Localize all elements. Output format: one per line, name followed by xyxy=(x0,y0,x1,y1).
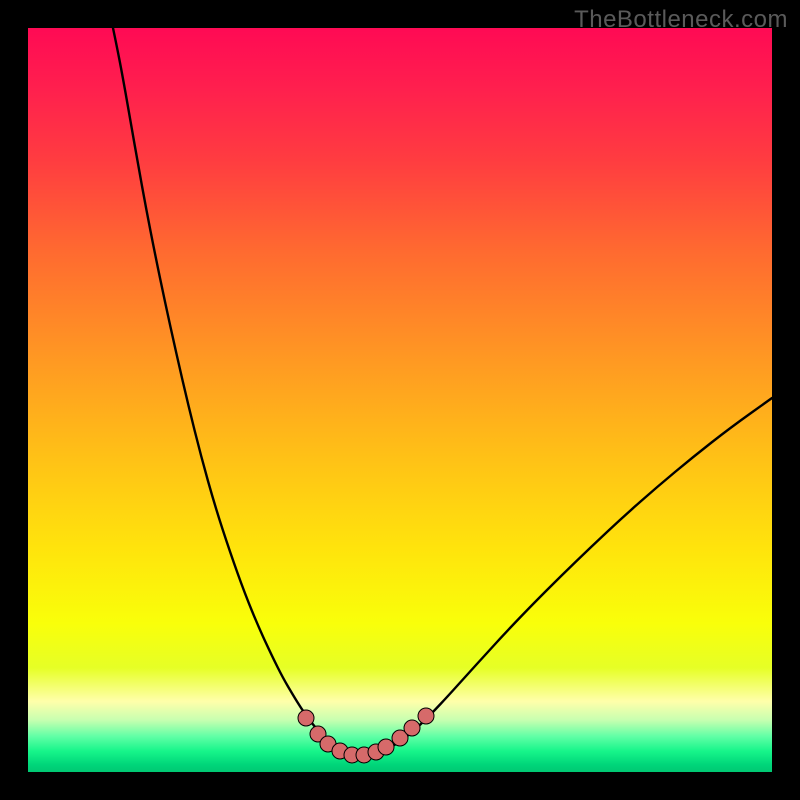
marker-dot xyxy=(298,710,314,726)
marker-dot xyxy=(404,720,420,736)
marker-dot xyxy=(418,708,434,724)
chart-container: TheBottleneck.com xyxy=(0,0,800,800)
marker-dot xyxy=(378,739,394,755)
gradient-background xyxy=(28,28,772,772)
bottleneck-chart xyxy=(28,28,772,772)
